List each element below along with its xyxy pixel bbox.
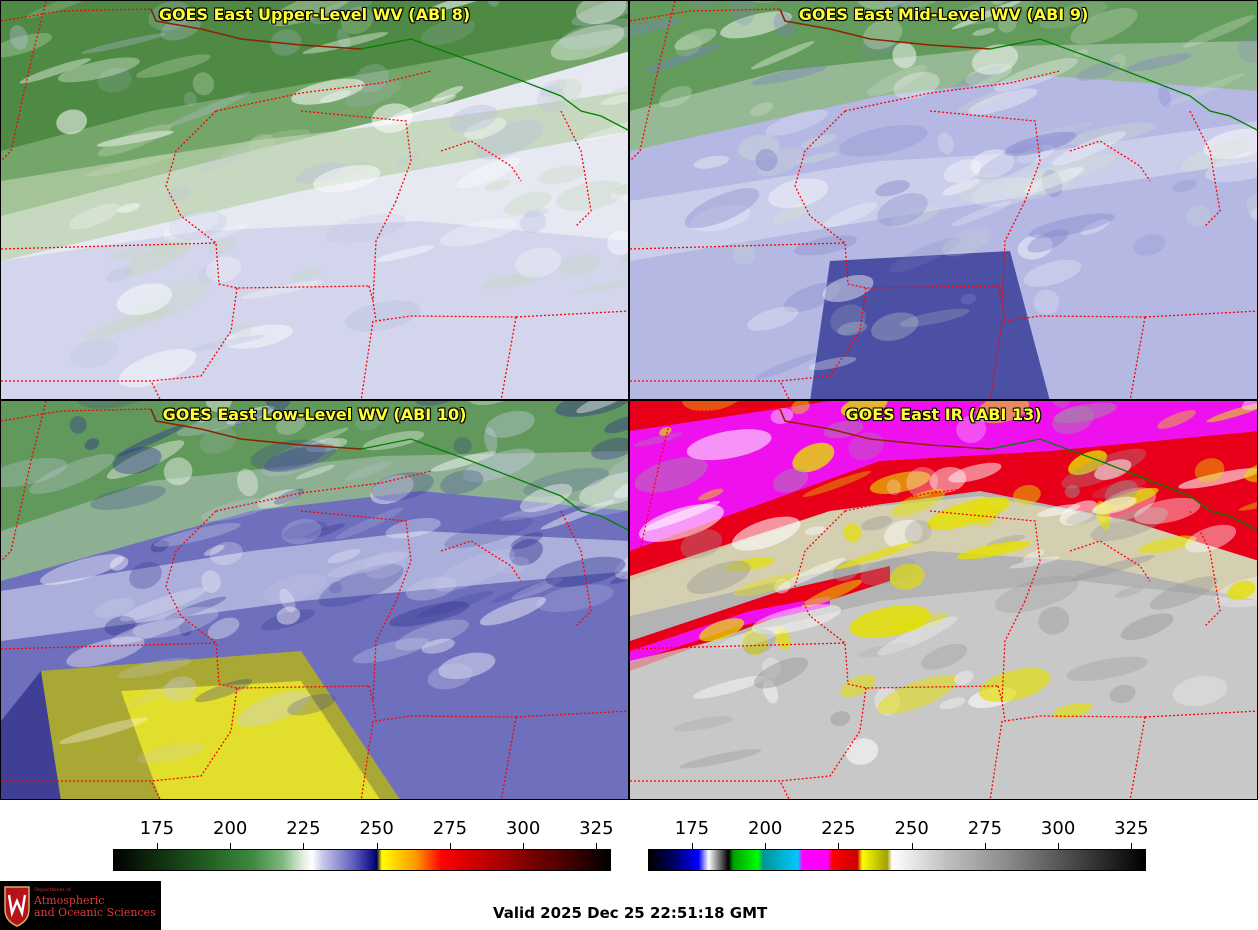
wv-tick-label: 225 (286, 818, 321, 839)
ir-tick-mark (765, 843, 767, 849)
panel-upper-level-wv: GOES East Upper-Level WV (ABI 8) (0, 0, 629, 400)
ir-tick-mark (838, 843, 840, 849)
panel-ir: GOES East IR (ABI 13) (629, 400, 1258, 800)
ir-tick-mark (1131, 843, 1133, 849)
wv-tick-mark (376, 843, 378, 849)
wv-tick-label: 175 (139, 818, 175, 839)
ir-tick-mark (911, 843, 913, 849)
low-level-wv-image (1, 401, 628, 799)
ir-tick-label: 250 (894, 818, 929, 839)
ir-tick-label: 275 (967, 818, 1003, 839)
ir-tick-label: 300 (1040, 818, 1076, 839)
wv-tick-label: 300 (505, 818, 541, 839)
ir-tick-label: 225 (821, 818, 856, 839)
wv-tick-mark (230, 843, 232, 849)
wv-tick-label: 275 (432, 818, 468, 839)
logo-text-line1: Atmospheric (34, 894, 105, 907)
ir-tick-label: 175 (674, 818, 710, 839)
panel-title-mid-level-wv: GOES East Mid-Level WV (ABI 9) (798, 5, 1089, 24)
wv-colorbar (113, 849, 611, 871)
logo-text-line2: and Oceanic Sciences (34, 906, 156, 919)
mid-level-wv-image (630, 1, 1257, 399)
wv-tick-mark (523, 843, 525, 849)
panel-title-upper-level-wv: GOES East Upper-Level WV (ABI 8) (158, 5, 471, 24)
ir-image (630, 401, 1257, 799)
wv-tick-label: 250 (359, 818, 394, 839)
valid-time-label: Valid 2025 Dec 25 22:51:18 GMT (493, 904, 768, 922)
wv-tick-mark (449, 843, 451, 849)
logo-dept-text: Department of (34, 887, 71, 893)
upper-level-wv-image (1, 1, 628, 399)
wv-tick-mark (156, 843, 158, 849)
panel-mid-level-wv: GOES East Mid-Level WV (ABI 9) (629, 0, 1258, 400)
ir-tick-label: 325 (1114, 818, 1149, 839)
wv-tick-label: 200 (212, 818, 248, 839)
aos-logo: Department of Atmospheric and Oceanic Sc… (0, 881, 161, 930)
ir-colorbar (648, 849, 1146, 871)
uw-seal-icon (4, 886, 30, 927)
ir-tick-label: 200 (747, 818, 783, 839)
ir-tick-mark (1058, 843, 1060, 849)
panel-low-level-wv: GOES East Low-Level WV (ABI 10) (0, 400, 629, 800)
panel-title-ir: GOES East IR (ABI 13) (845, 405, 1042, 424)
wv-tick-mark (303, 843, 305, 849)
ir-tick-mark (984, 843, 986, 849)
ir-tick-mark (691, 843, 693, 849)
wv-tick-mark (596, 843, 598, 849)
wv-tick-label: 325 (579, 818, 614, 839)
panel-title-low-level-wv: GOES East Low-Level WV (ABI 10) (162, 405, 467, 424)
